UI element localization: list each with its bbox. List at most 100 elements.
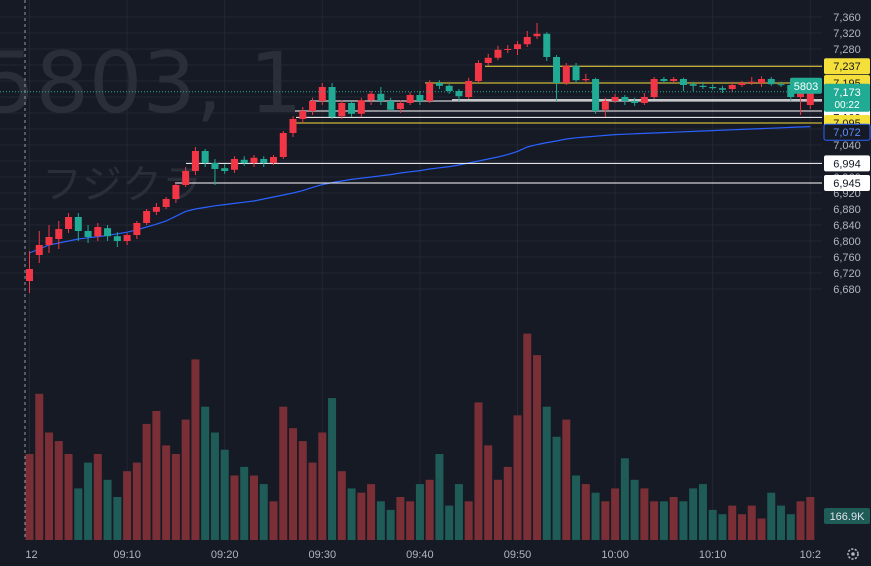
candle-body — [143, 211, 151, 223]
candle-body — [728, 85, 736, 89]
volume-bar — [718, 514, 727, 540]
candle-body — [435, 83, 443, 86]
candle-body — [679, 79, 687, 85]
x-tick-label: 09:10 — [113, 549, 141, 561]
candle-body — [55, 229, 63, 239]
candle-body — [221, 168, 229, 171]
volume-bars — [25, 333, 815, 540]
price-lines[interactable] — [175, 65, 822, 184]
vwap-tag-bg — [823, 123, 871, 141]
settings-button[interactable] — [847, 548, 859, 560]
volume-bar — [806, 497, 815, 540]
volume-bar — [386, 509, 395, 540]
price-tag-bg — [824, 155, 870, 172]
volume-bar — [132, 462, 141, 540]
candle-body — [26, 269, 33, 281]
volume-bar — [35, 393, 44, 540]
vwap-line — [29, 126, 811, 254]
candle-body — [328, 87, 336, 117]
volume-bar — [737, 514, 746, 540]
volume-bar — [513, 415, 522, 540]
x-tick-label: 10:2 — [800, 549, 821, 561]
candle-body — [94, 227, 102, 237]
volume-bar — [611, 488, 620, 540]
volume-bar — [171, 454, 180, 540]
x-tick-label: 09:30 — [309, 549, 337, 561]
candle-body — [465, 81, 473, 97]
gear-icon[interactable] — [847, 548, 859, 560]
candle-body — [553, 57, 561, 83]
volume-bar — [786, 514, 795, 540]
candle-body — [387, 101, 395, 110]
candle-body — [494, 49, 502, 58]
candle-body — [514, 44, 521, 49]
candle-body — [182, 171, 190, 185]
candle-body — [240, 159, 248, 163]
candle-body — [348, 103, 356, 114]
candle-body — [299, 111, 307, 119]
volume-bar — [757, 518, 766, 540]
candle-body — [523, 37, 531, 45]
volume-bar — [337, 471, 346, 540]
x-tick-label: 10:00 — [601, 549, 629, 561]
last-price-tag-bg — [824, 83, 870, 112]
y-tick-label: 7,280 — [833, 44, 861, 56]
volume-bar — [54, 441, 63, 540]
candle-body — [543, 33, 551, 57]
candle-body — [133, 223, 141, 235]
y-tick-label: 6,760 — [833, 252, 861, 264]
x-tick-label: 09:20 — [211, 549, 239, 561]
candle-body — [650, 79, 658, 97]
candle-body — [445, 85, 453, 91]
x-tick-label: 09:40 — [406, 549, 434, 561]
candles[interactable] — [26, 23, 814, 293]
volume-bar — [435, 454, 444, 540]
time-axis[interactable] — [0, 542, 823, 566]
volume-bar — [357, 492, 366, 540]
volume-bar — [493, 479, 502, 540]
candle-body — [562, 65, 570, 83]
volume-bar — [454, 484, 463, 540]
candle-body — [65, 217, 73, 229]
volume-bar — [210, 432, 219, 540]
volume-bar — [328, 398, 337, 540]
volume-bar — [220, 449, 229, 540]
volume-bar — [103, 479, 112, 540]
candle-body — [640, 97, 648, 103]
x-tick-label: 10:10 — [699, 549, 727, 561]
volume-bar — [747, 505, 756, 540]
volume-bar — [113, 497, 122, 540]
countdown-tag: 00:22 — [834, 100, 859, 111]
candle-body — [474, 63, 482, 81]
volume-bar — [406, 501, 415, 540]
volume-bar — [84, 462, 93, 540]
volume-bar — [181, 419, 190, 540]
volume-bar — [484, 445, 493, 540]
volume-bar — [777, 505, 786, 540]
volume-bar — [142, 423, 151, 540]
candle-body — [455, 91, 463, 97]
volume-bar — [708, 509, 717, 540]
candle-body — [718, 88, 726, 90]
candle-body — [592, 79, 600, 111]
candle-body — [709, 87, 717, 89]
candle-body — [806, 91, 814, 105]
candle-body — [35, 245, 43, 255]
candle-body — [504, 49, 512, 50]
volume-bar — [601, 501, 610, 540]
y-tick-label: 6,720 — [833, 268, 861, 280]
volume-tag: 166.9K — [830, 511, 866, 523]
volume-bar — [689, 488, 698, 540]
price-tag: 6,994 — [833, 158, 861, 170]
candle-body — [611, 97, 619, 101]
y-tick-label: 6,880 — [833, 204, 861, 216]
volume-bar — [640, 488, 649, 540]
volume-bar — [503, 466, 512, 540]
candle-body — [357, 100, 365, 114]
volume-bar — [679, 501, 688, 540]
candle-body — [162, 199, 170, 207]
candle-body — [211, 163, 219, 169]
gear-icon-center — [851, 552, 855, 556]
volume-bar — [230, 475, 239, 540]
